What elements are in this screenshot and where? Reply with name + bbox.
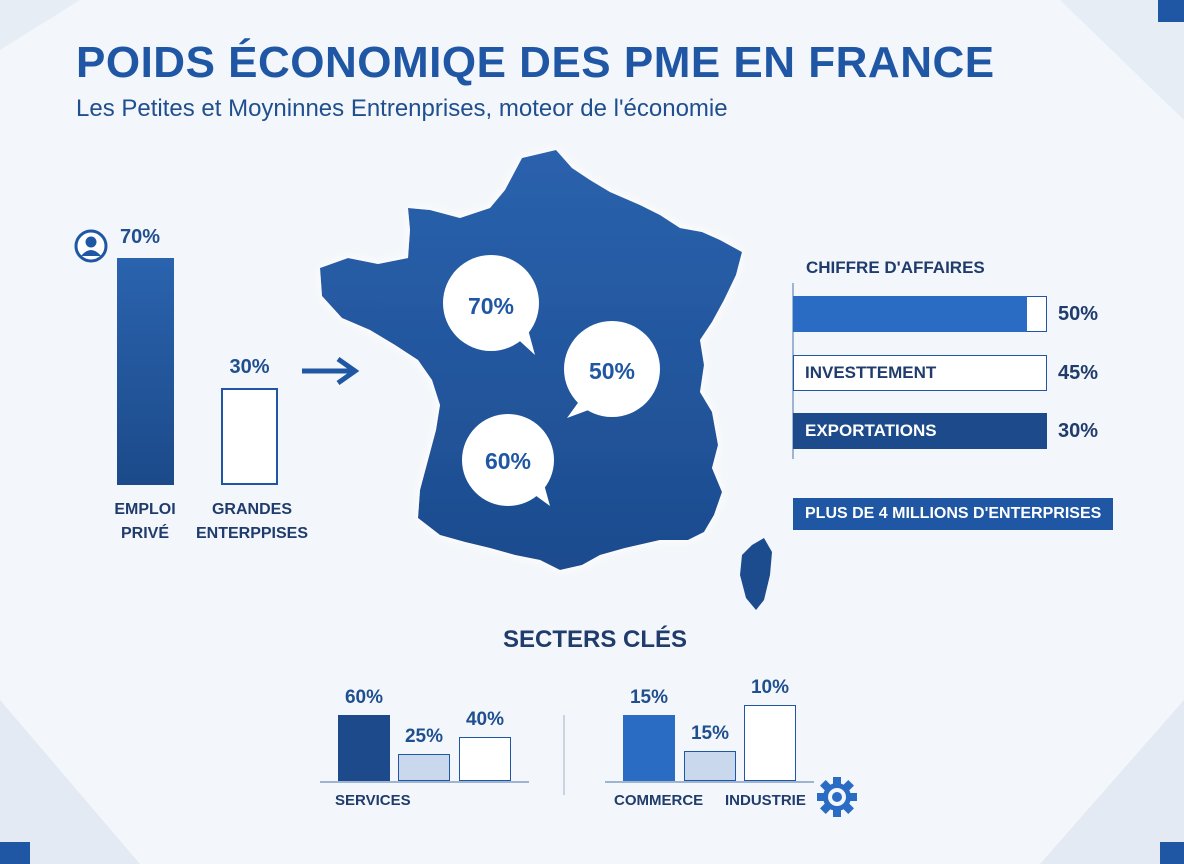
horizontal-bar-value: 30% — [1058, 420, 1099, 442]
speech-bubble-south — [462, 414, 554, 506]
bubble-label-south: 60% — [484, 448, 532, 474]
page-title: POIDS ÉCONOMIQE DES PME EN FRANCE — [76, 38, 995, 87]
sector-bar-value: 15% — [629, 687, 669, 708]
sector-bar — [684, 751, 736, 781]
chart-title: CHIFFRE D'AFFAIRES — [806, 258, 985, 277]
sector-bar — [459, 737, 511, 781]
bar-emploi-prive — [117, 258, 174, 485]
sector-bar — [623, 715, 675, 781]
bar-value-label: 30% — [229, 355, 270, 378]
page-subtitle: Les Petites et Moyninnes Entrenprises, m… — [76, 95, 728, 122]
horizontal-bar-fill — [793, 413, 1047, 449]
corsica — [740, 538, 772, 610]
bar-grandes-entreprises — [221, 387, 278, 485]
sector-bar — [398, 753, 450, 781]
horizontal-bar-track — [793, 355, 1047, 391]
arrow-right-icon — [302, 356, 360, 386]
bar-category-label: EMPLOI PRIVÉ — [114, 501, 176, 542]
horizontal-bar-value: 45% — [1058, 362, 1099, 384]
sector-bar-value: 40% — [465, 709, 505, 730]
sector-bar-value: 25% — [404, 725, 444, 747]
mainland-france — [320, 150, 742, 570]
sector-category-label: COMMERCE — [614, 792, 704, 809]
enterprise-count-banner: PLUS DE 4 MILLIONS D'ENTERPRISES — [793, 498, 1113, 530]
sector-category-label: INDUSTRIE — [725, 792, 806, 809]
sector-bar-value: 15% — [690, 723, 730, 744]
chart-baseline — [320, 781, 529, 783]
bar-value-label: 70% — [120, 226, 161, 248]
horizontal-bar-category: INVESTTEMENT — [805, 363, 937, 382]
sector-bar — [744, 705, 796, 781]
chart-baseline — [605, 781, 814, 783]
sectors-title: SECTERS CLÉS — [503, 626, 688, 653]
sector-bar-value: 60% — [344, 687, 384, 708]
sector-category-label: SERVICES — [335, 792, 411, 809]
horizontal-bar-value: 50% — [1058, 303, 1099, 325]
sector-bar-value: 10% — [750, 677, 790, 698]
bubble-label-east: 50% — [588, 358, 636, 384]
user-icon — [74, 229, 108, 263]
gear-icon — [817, 777, 857, 817]
sector-bar — [338, 715, 390, 781]
bar-category-label: GRANDES ENTERPPISES — [195, 501, 309, 542]
horizontal-bar-category: EXPORTATIONS — [805, 421, 937, 440]
bubble-label-north: 70% — [467, 293, 515, 319]
speech-bubble-north — [443, 255, 539, 355]
sector-divider — [563, 715, 565, 795]
speech-bubble-east — [564, 321, 660, 418]
horizontal-bar-fill — [793, 296, 1027, 332]
